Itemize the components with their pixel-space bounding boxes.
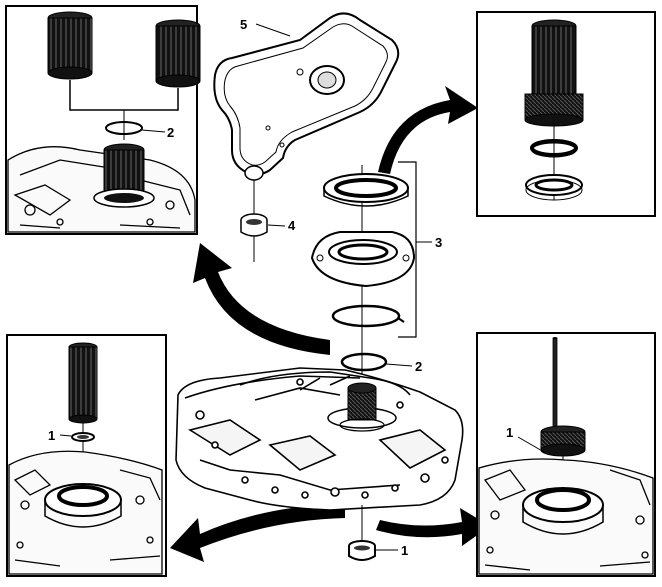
bearing-part-small bbox=[530, 139, 578, 158]
housing-stem bbox=[327, 382, 397, 432]
seal-bottom bbox=[348, 540, 376, 561]
curved-arrow-icon bbox=[170, 504, 345, 562]
bearing-bore bbox=[522, 487, 604, 535]
curved-arrow-icon bbox=[378, 86, 478, 174]
callout-1-left-inset: 1 bbox=[48, 428, 55, 443]
seal-ring-center bbox=[340, 352, 388, 372]
tool-cylinder-left bbox=[47, 11, 93, 80]
callout-5: 5 bbox=[240, 17, 247, 32]
callout-1-right-inset: 1 bbox=[506, 425, 513, 440]
tool-cylinder-right bbox=[155, 19, 201, 88]
inset-bottom-left: 1 bbox=[6, 334, 167, 577]
callout-1-bottom: 1 bbox=[401, 543, 408, 558]
installed-tool bbox=[93, 143, 155, 208]
tool-stepped-cylinder bbox=[524, 19, 584, 127]
tool-cylinder-installer bbox=[68, 342, 98, 424]
bracket-3 bbox=[398, 161, 417, 338]
callout-4: 4 bbox=[288, 218, 296, 233]
callout-2-inset: 2 bbox=[167, 125, 174, 140]
main-housing bbox=[175, 367, 464, 511]
bearing-part-large bbox=[525, 174, 583, 201]
bearing-top bbox=[323, 173, 409, 207]
housing-sketch-top-left bbox=[7, 146, 196, 233]
bearing-support-plate bbox=[310, 231, 416, 288]
driver-head bbox=[540, 425, 586, 457]
seal-bore bbox=[44, 483, 122, 528]
snap-ring bbox=[331, 304, 405, 328]
callout-3: 3 bbox=[435, 235, 442, 250]
curved-arrow-icon bbox=[376, 508, 490, 546]
curved-arrow-icon bbox=[193, 243, 330, 355]
inset-top-right bbox=[476, 11, 656, 217]
seal-part bbox=[240, 213, 268, 237]
callout-2-center: 2 bbox=[415, 359, 422, 374]
seal-ring-part bbox=[105, 121, 143, 135]
filter-part bbox=[213, 12, 400, 181]
inset-bottom-right: 1 bbox=[476, 332, 656, 577]
bearing-stack bbox=[310, 173, 416, 328]
driver-handle bbox=[552, 337, 558, 435]
inset-top-left: 2 bbox=[5, 5, 201, 235]
